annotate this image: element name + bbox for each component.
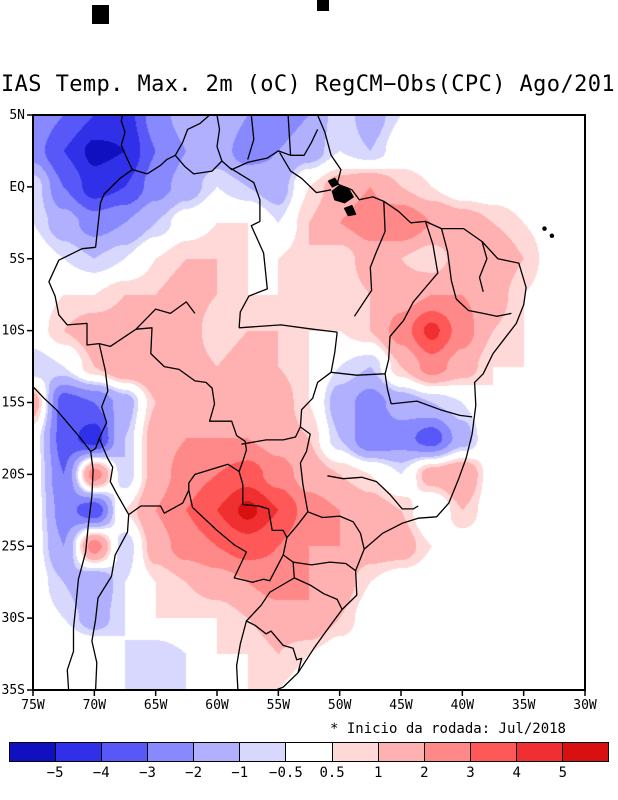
colorbar-segment: [9, 742, 57, 762]
x-tick-label: 40W: [451, 698, 475, 713]
colorbar-tick-label: −4: [92, 765, 110, 781]
colorbar-segment: [101, 742, 149, 762]
colorbar-tick-label: 4: [512, 765, 521, 781]
y-tick-label: 35S: [2, 683, 25, 698]
colorbar-tick-label: −1: [231, 765, 249, 781]
y-tick-label: 20S: [2, 467, 25, 482]
y-tick-label: EQ: [9, 180, 25, 195]
x-tick-label: 30W: [573, 698, 597, 713]
colorbar-segment: [423, 742, 471, 762]
colorbar-segment: [285, 742, 333, 762]
colorbar-segment: [193, 742, 241, 762]
colorbar-segment: [377, 742, 425, 762]
colorbar: [9, 742, 610, 762]
y-tick-label: 5S: [9, 252, 25, 267]
colorbar-tick-label: −0.5: [269, 765, 303, 781]
top-artifact-mark-2: [317, 0, 329, 11]
x-tick-label: 60W: [205, 698, 229, 713]
colorbar-tick-label: −2: [185, 765, 203, 781]
x-tick-label: 45W: [389, 698, 413, 713]
x-tick-label: 70W: [83, 698, 107, 713]
colorbar-segment: [469, 742, 517, 762]
x-tick-label: 35W: [512, 698, 536, 713]
colorbar-tick-label: −5: [46, 765, 64, 781]
colorbar-labels: −5 −4 −3 −2 −1 −0.5 0.5 1 2 3 4 5: [9, 765, 609, 785]
y-tick-label: 10S: [2, 324, 25, 339]
colorbar-tick-label: 0.5: [319, 765, 345, 781]
colorbar-tick-label: 1: [373, 765, 383, 781]
run-start-note: * Inicio da rodada: Jul/2018: [329, 721, 566, 737]
colorbar-segment: [55, 742, 103, 762]
y-tick-label: 15S: [2, 396, 25, 411]
bias-field-canvas: [33, 115, 585, 690]
colorbar-segment: [147, 742, 195, 762]
colorbar-segment: [239, 742, 287, 762]
colorbar-tick-label: 2: [420, 765, 429, 781]
y-tick-label: 5N: [9, 108, 25, 123]
colorbar-segment: [331, 742, 379, 762]
x-tick-label: 65W: [144, 698, 168, 713]
y-tick-label: 25S: [2, 539, 25, 554]
colorbar-segment: [515, 742, 563, 762]
y-tick-label: 30S: [2, 611, 25, 626]
x-tick-label: 55W: [267, 698, 291, 713]
top-artifact-mark-1: [92, 5, 109, 24]
colorbar-tick-label: 3: [466, 765, 475, 781]
colorbar-tick-label: −3: [139, 765, 156, 781]
colorbar-tick-label: 5: [558, 765, 568, 781]
figure-title: IAS Temp. Max. 2m (oC) RegCM−Obs(CPC) Ag…: [1, 72, 616, 97]
x-tick-label: 50W: [328, 698, 352, 713]
colorbar-segment: [561, 742, 610, 762]
x-tick-label: 75W: [21, 698, 45, 713]
